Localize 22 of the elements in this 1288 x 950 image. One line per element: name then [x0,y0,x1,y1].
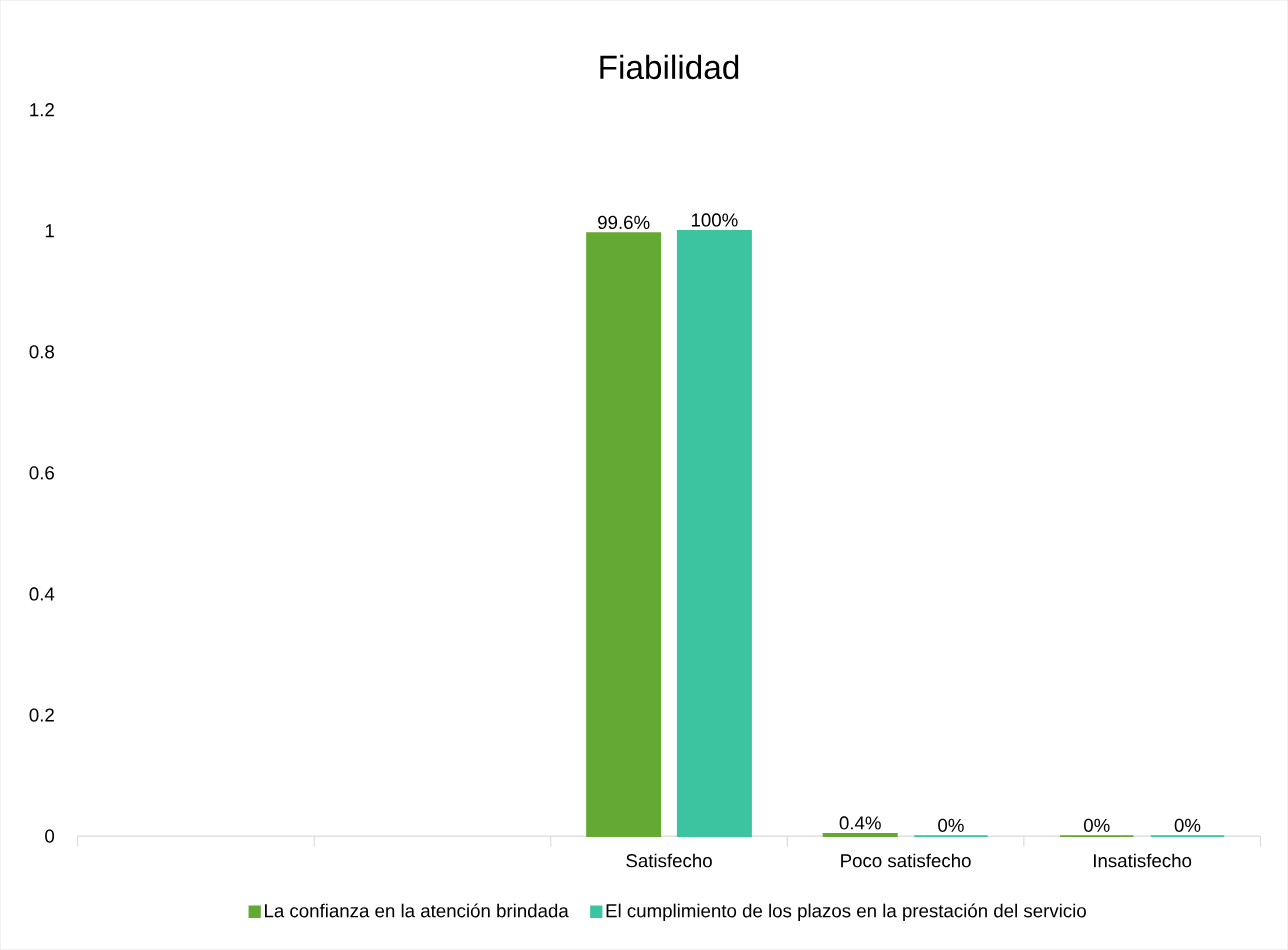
x-tick-label: Poco satisfecho [841,853,971,868]
data-label: 100% [691,213,738,227]
y-tick-label: 1.2 [30,103,54,117]
data-label: 0.4% [839,816,881,830]
bar [586,232,662,838]
bar [822,833,898,838]
data-label: 0% [1083,818,1110,833]
data-label: 0% [938,818,964,833]
chart-title: Fiabilidad [600,54,739,80]
bar [676,230,752,838]
x-tick-label: Insatisfecho [1094,853,1192,868]
y-tick-label: 0 [45,829,55,843]
legend-label: El cumplimiento de los plazos en la prestación del servicio [606,903,1086,922]
data-label: 0% [1174,818,1201,833]
y-tick-label: 0.6 [29,466,54,480]
y-tick-label: 1 [45,224,54,238]
data-label: 99.6% [598,215,650,230]
y-tick-label: 0.2 [29,708,54,722]
y-tick-label: 0.4 [29,587,55,601]
legend-label: La confianza en la atención brindada [265,903,569,918]
y-tick-label: 0.8 [29,345,54,359]
x-tick-label: Satisfecho [626,853,712,868]
